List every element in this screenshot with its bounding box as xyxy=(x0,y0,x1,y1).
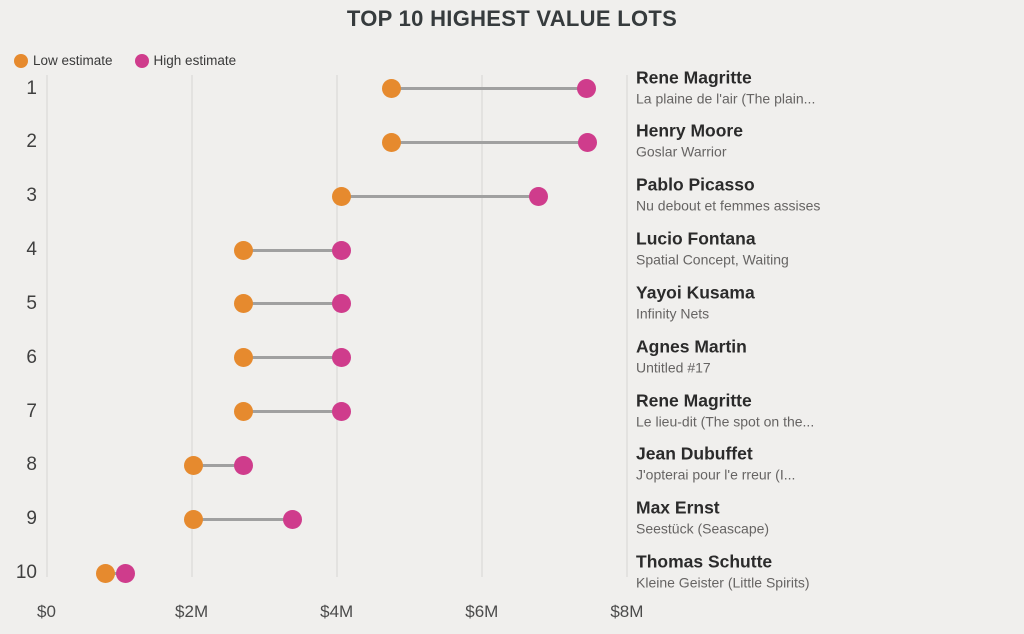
high-estimate-dot[interactable] xyxy=(332,240,352,260)
lot-label: Rene Magritte Le lieu-dit (The spot on th… xyxy=(636,390,1020,431)
artist-name: Rene Magritte xyxy=(636,390,752,411)
legend-low-label: Low estimate xyxy=(33,53,113,68)
artist-name: Rene Magritte xyxy=(636,67,752,88)
lot-label: Thomas Schutte Kleine Geister (Little Spi… xyxy=(636,552,1020,593)
artwork-title: Infinity Nets xyxy=(636,305,710,322)
legend-item-high-estimate[interactable]: High estimate xyxy=(134,53,237,68)
lot-label: Agnes Martin Untitled #17 xyxy=(636,336,1020,377)
legend-item-low-estimate[interactable]: Low estimate xyxy=(14,53,113,68)
artist-name: Yayoi Kusama xyxy=(636,282,755,303)
x-axis-tick-label: $2M xyxy=(175,602,209,621)
artwork-title: Seestück (Seascape) xyxy=(636,520,770,537)
artist-name: Agnes Martin xyxy=(636,336,747,357)
rank-label: 3 xyxy=(26,185,37,207)
legend: Low estimate High estimate xyxy=(14,53,236,68)
high-estimate-dot[interactable] xyxy=(116,563,136,583)
rank-label: 4 xyxy=(26,239,37,261)
low-estimate-dot[interactable] xyxy=(233,294,253,314)
legend-high-label: High estimate xyxy=(153,53,237,68)
lot-label: Max Ernst Seestück (Seascape) xyxy=(636,498,1020,539)
grid-line-$2M xyxy=(190,75,193,577)
artwork-title: Goslar Warrior xyxy=(636,144,727,161)
estimate-range-connector xyxy=(341,194,539,198)
low-estimate-dot[interactable] xyxy=(184,509,204,529)
lot-label: Lucio Fontana Spatial Concept, Waiting xyxy=(636,229,1020,270)
artwork-title: Le lieu-dit (The spot on the... xyxy=(636,413,815,430)
low-estimate-dot[interactable] xyxy=(381,132,401,152)
lot-label: Henry Moore Goslar Warrior xyxy=(636,121,1020,162)
low-estimate-dot[interactable] xyxy=(381,79,401,98)
rank-label: 1 xyxy=(26,77,37,99)
artist-name: Henry Moore xyxy=(636,121,743,142)
artwork-title: La plaine de l'air (The plain... xyxy=(636,90,816,107)
estimate-range-connector xyxy=(391,140,588,144)
artwork-title: Spatial Concept, Waiting xyxy=(636,251,789,268)
artist-name: Thomas Schutte xyxy=(636,551,773,572)
grid-line-$8M xyxy=(625,75,628,577)
artist-name: Jean Dubuffet xyxy=(636,444,753,465)
grid-line-$6M xyxy=(480,75,483,577)
rank-label: 6 xyxy=(26,346,37,368)
low-estimate-dot[interactable] xyxy=(95,563,115,583)
lot-label: Yayoi Kusama Infinity Nets xyxy=(636,283,1020,324)
lot-label: Rene Magritte La plaine de l'air (The pla… xyxy=(636,67,1020,108)
high-estimate-dot[interactable] xyxy=(577,79,597,98)
rank-label: 9 xyxy=(26,508,37,530)
rank-label: 8 xyxy=(26,454,37,476)
estimate-range-connector xyxy=(105,571,126,575)
x-axis-tick-label: $8M xyxy=(610,602,644,621)
lot-label: Pablo Picasso Nu debout et femmes assises xyxy=(636,175,1020,216)
x-axis-tick-label: $4M xyxy=(320,602,354,621)
artist-name: Lucio Fontana xyxy=(636,228,756,249)
rank-label: 2 xyxy=(26,131,37,153)
low-estimate-dot-icon xyxy=(14,53,28,68)
estimate-range-connector xyxy=(243,356,342,360)
rank-label: 5 xyxy=(26,292,37,314)
high-estimate-dot[interactable] xyxy=(332,402,352,422)
low-estimate-dot[interactable] xyxy=(184,455,204,475)
artwork-title: Untitled #17 xyxy=(636,359,711,376)
grid-line-$0 xyxy=(45,75,48,577)
high-estimate-dot[interactable] xyxy=(528,186,548,206)
high-estimate-dot[interactable] xyxy=(332,294,352,314)
high-estimate-dot-icon xyxy=(134,53,149,68)
artwork-title: Nu debout et femmes assises xyxy=(636,197,821,214)
rank-label: 10 xyxy=(15,562,37,584)
estimate-range-connector xyxy=(243,302,342,306)
lot-label: Jean Dubuffet J'opterai pour l'e rreur (I… xyxy=(636,444,1020,485)
low-estimate-dot[interactable] xyxy=(233,402,253,422)
artist-name: Max Ernst xyxy=(636,497,720,518)
grid-line-$4M xyxy=(335,75,338,577)
x-axis-tick-label: $0 xyxy=(37,602,56,621)
high-estimate-dot[interactable] xyxy=(332,348,352,368)
chart-title: TOP 10 HIGHEST VALUE LOTS xyxy=(346,6,678,31)
rank-label: 7 xyxy=(26,400,37,422)
estimate-range-connector xyxy=(391,87,587,90)
estimate-range-connector xyxy=(193,517,293,521)
artwork-title: J'opterai pour l'e rreur (I... xyxy=(636,467,796,484)
high-estimate-dot[interactable] xyxy=(282,509,302,529)
low-estimate-dot[interactable] xyxy=(233,348,253,368)
low-estimate-dot[interactable] xyxy=(332,186,352,206)
low-estimate-dot[interactable] xyxy=(233,240,253,260)
high-estimate-dot[interactable] xyxy=(233,455,253,475)
high-estimate-dot[interactable] xyxy=(578,132,598,152)
estimate-range-connector xyxy=(243,248,342,252)
artwork-title: Kleine Geister (Little Spirits) xyxy=(636,574,810,591)
artist-name: Pablo Picasso xyxy=(636,174,755,195)
estimate-range-connector xyxy=(243,410,342,414)
estimate-range-connector xyxy=(193,463,244,467)
x-axis-tick-label: $6M xyxy=(465,602,499,621)
